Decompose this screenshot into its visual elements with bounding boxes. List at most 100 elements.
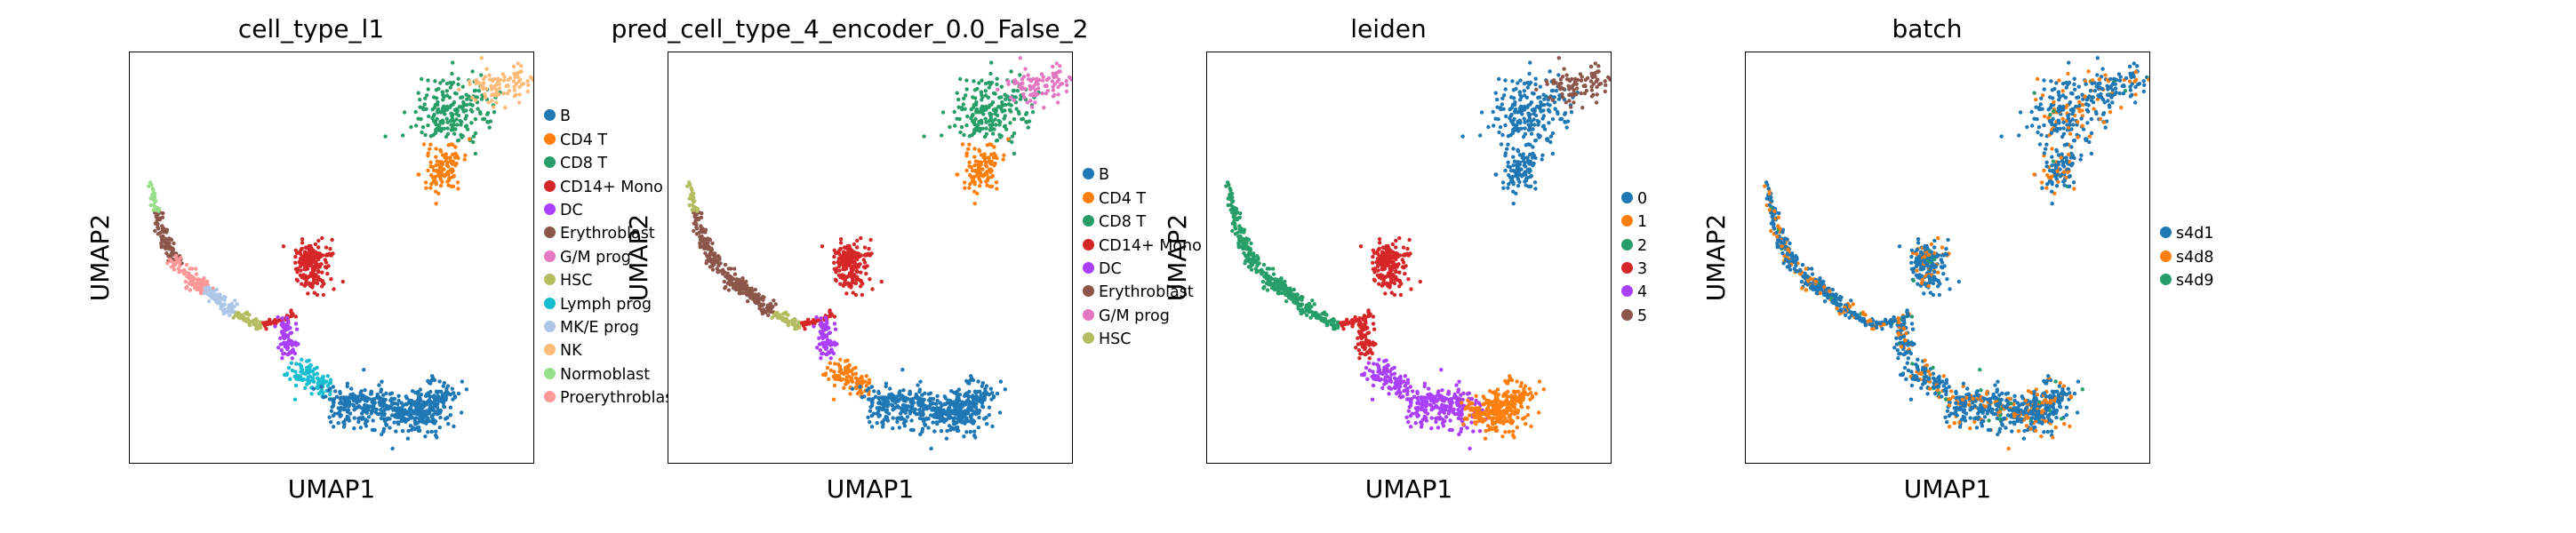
data-point xyxy=(497,86,502,91)
data-point xyxy=(333,389,338,394)
data-point xyxy=(290,314,294,318)
data-point xyxy=(1289,289,1293,293)
data-point xyxy=(239,313,244,317)
data-point xyxy=(460,135,464,139)
data-point xyxy=(1558,77,1564,82)
data-point xyxy=(917,396,922,401)
data-point xyxy=(1052,74,1056,78)
data-point xyxy=(431,179,436,184)
data-point xyxy=(1589,88,1595,92)
data-point xyxy=(450,113,454,118)
data-point xyxy=(1034,82,1038,86)
data-point xyxy=(1228,191,1233,196)
data-point xyxy=(1410,411,1415,416)
data-point xyxy=(1384,358,1388,362)
data-point xyxy=(418,97,422,102)
data-point xyxy=(434,163,438,168)
data-point xyxy=(921,413,925,418)
data-point xyxy=(705,237,709,242)
data-point xyxy=(409,124,413,130)
data-point xyxy=(977,147,981,153)
data-point xyxy=(1364,338,1369,343)
data-point xyxy=(1324,313,1329,317)
data-point xyxy=(888,386,892,391)
data-point xyxy=(476,107,480,111)
data-point xyxy=(179,256,183,260)
data-point xyxy=(1531,127,1535,131)
data-point xyxy=(1246,251,1251,256)
data-point xyxy=(1479,110,1484,115)
cluster-traj-tail xyxy=(1308,310,1342,331)
data-point xyxy=(725,281,731,286)
data-point xyxy=(287,338,292,343)
data-point xyxy=(875,421,879,426)
data-point xyxy=(1500,434,1505,439)
legend-item: CD8 T xyxy=(1083,211,1202,234)
data-point xyxy=(827,331,831,336)
data-point xyxy=(1265,266,1269,271)
data-point xyxy=(976,165,981,171)
legend-label: B xyxy=(560,107,572,126)
data-point xyxy=(1266,274,1271,278)
data-point xyxy=(1016,109,1021,115)
legend-item: CD8 T xyxy=(544,152,679,175)
data-point xyxy=(884,381,889,386)
data-point xyxy=(367,404,372,409)
data-point xyxy=(293,260,298,265)
data-point xyxy=(358,393,363,397)
data-point xyxy=(1460,134,1465,139)
data-point xyxy=(178,263,182,268)
data-point xyxy=(1532,180,1538,185)
data-point xyxy=(1260,272,1264,276)
data-point xyxy=(975,128,980,132)
data-point xyxy=(1360,345,1365,349)
data-point xyxy=(710,267,716,272)
data-point xyxy=(964,430,969,434)
data-point xyxy=(1036,86,1041,91)
data-point xyxy=(1371,248,1375,252)
data-point xyxy=(1474,398,1478,403)
data-point xyxy=(955,397,959,402)
data-point xyxy=(956,425,960,430)
data-point xyxy=(742,287,747,291)
data-point xyxy=(420,130,424,135)
data-point xyxy=(1260,279,1266,284)
cluster-traj-pink xyxy=(704,254,754,296)
data-point xyxy=(859,284,863,289)
data-point xyxy=(438,147,443,153)
data-point xyxy=(964,391,969,395)
data-point xyxy=(873,394,878,399)
data-point xyxy=(320,284,324,289)
data-point xyxy=(1020,116,1026,122)
data-point xyxy=(1515,123,1519,127)
data-point xyxy=(316,263,321,267)
data-point xyxy=(457,87,461,91)
data-point xyxy=(450,71,454,76)
data-point xyxy=(997,410,1003,415)
data-point xyxy=(1387,392,1391,396)
data-point xyxy=(882,418,886,422)
data-point xyxy=(852,256,857,260)
data-point xyxy=(967,160,972,164)
data-point xyxy=(761,298,765,302)
data-point xyxy=(1397,284,1402,289)
data-point xyxy=(293,383,299,388)
data-point xyxy=(1384,260,1388,265)
data-point xyxy=(445,170,451,174)
data-point xyxy=(222,294,227,299)
data-point xyxy=(964,78,969,83)
data-point xyxy=(861,265,867,269)
data-point xyxy=(456,76,460,81)
data-point xyxy=(972,131,977,135)
data-point xyxy=(826,338,830,343)
data-point xyxy=(838,275,843,280)
data-point xyxy=(985,422,989,426)
data-point xyxy=(169,237,173,242)
data-point xyxy=(1251,254,1255,259)
data-point xyxy=(365,396,370,401)
data-point xyxy=(233,298,237,303)
data-point xyxy=(1509,105,1515,110)
data-point xyxy=(973,159,979,163)
legend-item: HSC xyxy=(1083,328,1202,351)
data-point xyxy=(732,284,736,289)
